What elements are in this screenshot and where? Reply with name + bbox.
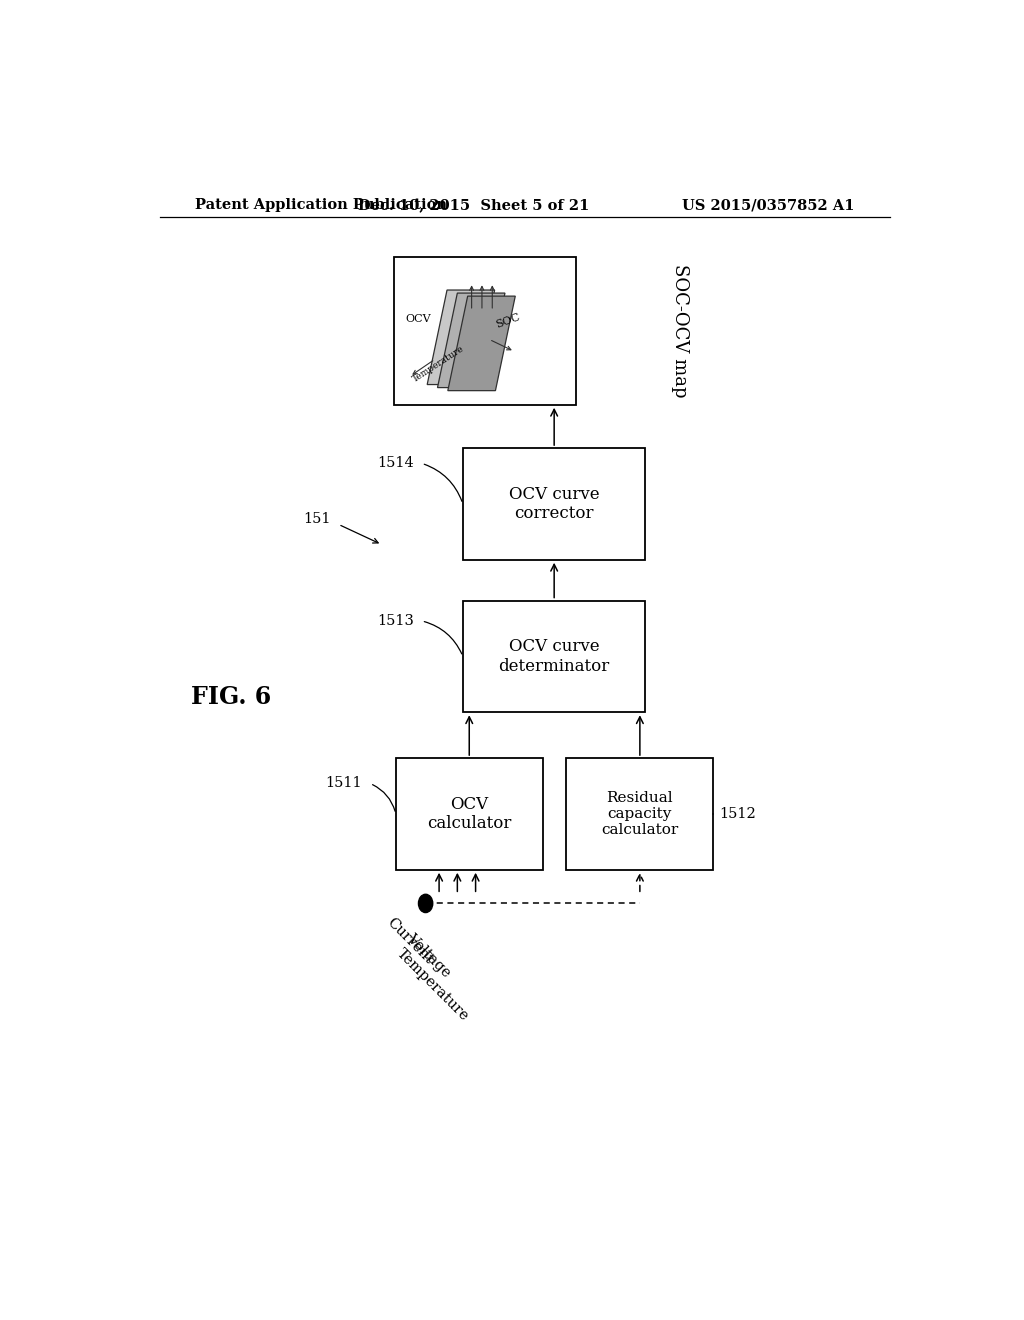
Text: Patent Application Publication: Patent Application Publication [196, 198, 447, 213]
Text: 151: 151 [303, 512, 331, 527]
Text: Temperature: Temperature [412, 343, 466, 384]
Text: OCV curve
corrector: OCV curve corrector [509, 486, 599, 523]
Text: 1511: 1511 [326, 776, 362, 791]
Bar [566, 758, 714, 870]
Text: Temperature: Temperature [394, 946, 472, 1023]
Text: SOC: SOC [495, 312, 522, 330]
Text: 1513: 1513 [377, 614, 414, 628]
Text: OCV curve
determinator: OCV curve determinator [499, 638, 609, 675]
Polygon shape [447, 296, 515, 391]
Text: SOC-OCV map: SOC-OCV map [671, 264, 688, 397]
Bar [394, 257, 577, 405]
Text: Current: Current [384, 916, 435, 968]
Text: OCV: OCV [404, 314, 430, 323]
Text: Dec. 10, 2015  Sheet 5 of 21: Dec. 10, 2015 Sheet 5 of 21 [357, 198, 589, 213]
Text: FIG. 6: FIG. 6 [191, 685, 271, 709]
Text: OCV
calculator: OCV calculator [427, 796, 511, 833]
Bar [463, 601, 645, 713]
Circle shape [419, 894, 433, 912]
Bar [396, 758, 543, 870]
Text: Residual
capacity
calculator: Residual capacity calculator [601, 791, 679, 837]
Text: 1512: 1512 [719, 807, 756, 821]
Text: Voltage: Voltage [404, 931, 454, 979]
Polygon shape [437, 293, 505, 388]
Text: 1514: 1514 [377, 457, 414, 470]
Bar [463, 447, 645, 560]
Polygon shape [427, 290, 495, 384]
Text: US 2015/0357852 A1: US 2015/0357852 A1 [682, 198, 854, 213]
